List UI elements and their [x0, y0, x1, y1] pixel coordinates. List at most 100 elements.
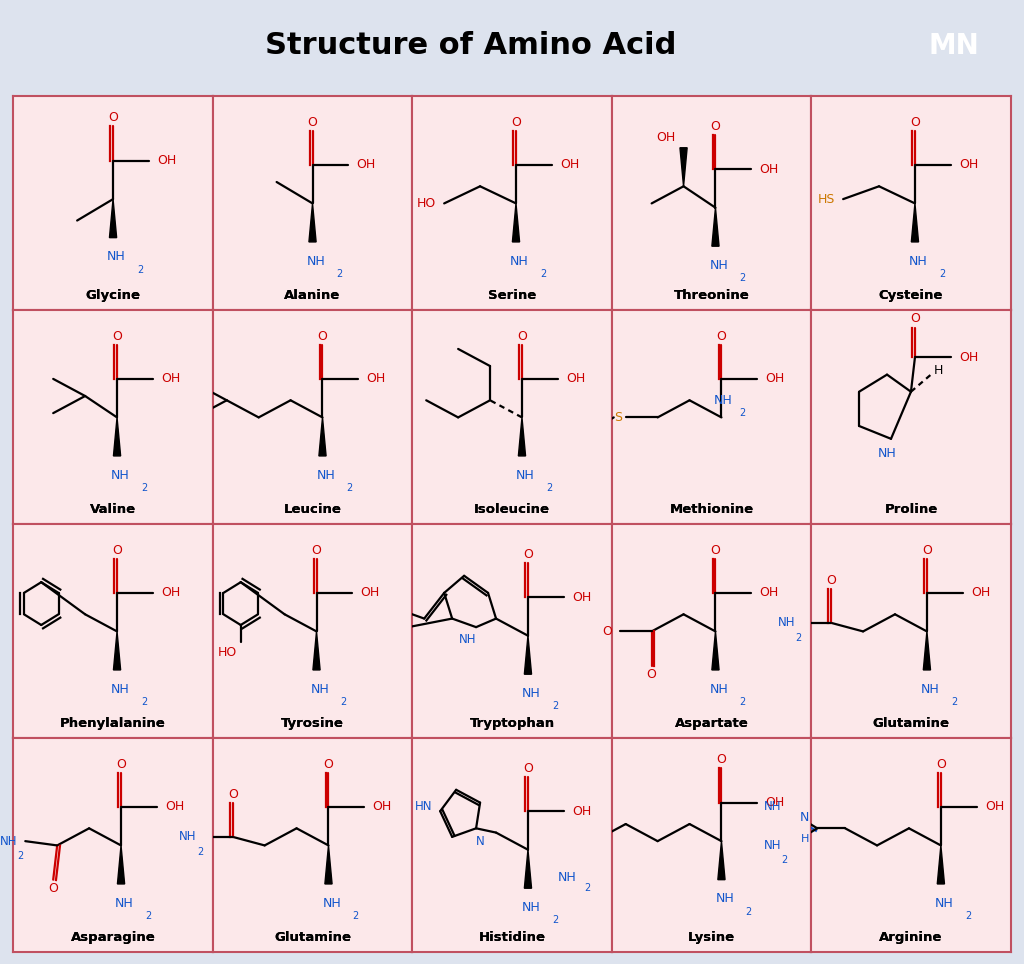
Text: MN: MN	[929, 32, 980, 61]
Text: Isoleucine: Isoleucine	[474, 503, 550, 516]
Text: NH: NH	[921, 683, 940, 696]
Text: NH: NH	[111, 683, 130, 696]
Text: 2: 2	[939, 269, 945, 279]
Text: 2: 2	[352, 911, 358, 921]
Text: NH: NH	[909, 254, 928, 268]
Text: NH: NH	[935, 897, 953, 910]
Text: O: O	[602, 625, 611, 638]
Text: 2: 2	[739, 274, 745, 283]
Text: Tyrosine: Tyrosine	[281, 717, 344, 730]
Text: Lysine: Lysine	[688, 931, 735, 944]
Polygon shape	[937, 845, 944, 884]
Text: Aspartate: Aspartate	[675, 717, 749, 730]
Text: 2: 2	[965, 911, 971, 921]
Text: Valine: Valine	[90, 503, 136, 516]
Text: Histidine: Histidine	[478, 931, 546, 944]
Text: Isoleucine: Isoleucine	[474, 503, 550, 516]
Text: 2: 2	[141, 697, 147, 707]
Text: NH: NH	[714, 393, 732, 407]
Polygon shape	[680, 147, 687, 186]
Text: Leucine: Leucine	[284, 503, 341, 516]
Text: Arginine: Arginine	[880, 931, 943, 944]
Text: OH: OH	[765, 796, 784, 809]
Text: Asparagine: Asparagine	[71, 931, 156, 944]
Text: NH: NH	[323, 897, 341, 910]
Text: Leucine: Leucine	[284, 503, 341, 516]
Polygon shape	[911, 203, 919, 242]
Text: O: O	[711, 120, 721, 133]
Polygon shape	[114, 631, 121, 670]
Text: Tyrosine: Tyrosine	[281, 717, 344, 730]
Text: Lysine: Lysine	[688, 931, 735, 944]
Text: 2: 2	[584, 883, 590, 894]
Text: 2: 2	[337, 269, 343, 279]
Text: HO: HO	[417, 197, 436, 210]
Text: NH: NH	[710, 683, 728, 696]
Text: NH: NH	[778, 616, 796, 629]
Polygon shape	[318, 417, 326, 456]
Text: O: O	[112, 544, 122, 556]
Text: OH: OH	[373, 800, 391, 814]
Text: O: O	[936, 758, 946, 770]
Polygon shape	[518, 417, 525, 456]
Text: O: O	[523, 762, 532, 775]
Text: 2: 2	[781, 855, 787, 866]
Polygon shape	[524, 849, 531, 888]
Text: O: O	[922, 544, 932, 556]
Text: OH: OH	[157, 154, 176, 167]
Text: Phenylalanine: Phenylalanine	[60, 717, 166, 730]
Text: 2: 2	[141, 483, 147, 493]
Text: O: O	[910, 312, 920, 326]
Text: O: O	[826, 574, 837, 586]
Text: OH: OH	[367, 372, 386, 386]
Polygon shape	[712, 207, 719, 246]
Text: OH: OH	[165, 800, 184, 814]
Text: H: H	[934, 363, 943, 377]
Text: 2: 2	[340, 697, 347, 707]
Text: 2: 2	[540, 269, 546, 279]
Text: Valine: Valine	[90, 503, 136, 516]
Text: O: O	[711, 544, 721, 556]
Text: NH: NH	[716, 893, 734, 905]
Text: OH: OH	[571, 805, 591, 817]
Text: NH: NH	[764, 800, 781, 814]
Text: Glutamine: Glutamine	[872, 717, 949, 730]
Text: 2: 2	[145, 911, 152, 921]
Text: HN: HN	[415, 800, 432, 814]
Text: Structure of Amino Acid: Structure of Amino Acid	[265, 31, 677, 60]
Text: OH: OH	[958, 351, 978, 364]
Text: NH: NH	[522, 901, 541, 914]
Text: O: O	[523, 548, 532, 561]
Text: Threonine: Threonine	[674, 289, 750, 302]
Text: Methionine: Methionine	[670, 503, 754, 516]
Text: O: O	[109, 111, 118, 124]
Text: NH: NH	[460, 633, 477, 647]
Text: OH: OH	[360, 586, 380, 600]
Text: N: N	[800, 811, 809, 824]
Text: Threonine: Threonine	[674, 289, 750, 302]
Text: O: O	[324, 758, 334, 770]
Text: 2: 2	[796, 632, 802, 643]
Text: Proline: Proline	[885, 503, 938, 516]
Text: NH: NH	[710, 259, 728, 272]
Text: Glutamine: Glutamine	[274, 931, 351, 944]
Text: HO: HO	[217, 646, 237, 659]
Text: O: O	[517, 330, 527, 342]
Text: O: O	[511, 116, 521, 128]
Text: NH: NH	[878, 447, 896, 460]
Text: O: O	[307, 116, 317, 128]
Text: Aspartate: Aspartate	[675, 717, 749, 730]
Polygon shape	[325, 845, 332, 884]
Text: Proline: Proline	[885, 503, 938, 516]
Text: Glutamine: Glutamine	[274, 931, 351, 944]
Text: Glutamine: Glutamine	[872, 717, 949, 730]
Polygon shape	[924, 631, 931, 670]
Text: 2: 2	[17, 851, 24, 861]
Polygon shape	[118, 845, 125, 884]
Text: 2: 2	[739, 697, 745, 707]
Text: Arginine: Arginine	[880, 931, 943, 944]
Text: Phenylalanine: Phenylalanine	[60, 717, 166, 730]
Text: 2: 2	[137, 265, 143, 275]
Text: Asparagine: Asparagine	[71, 931, 156, 944]
Text: Glycine: Glycine	[86, 289, 140, 302]
